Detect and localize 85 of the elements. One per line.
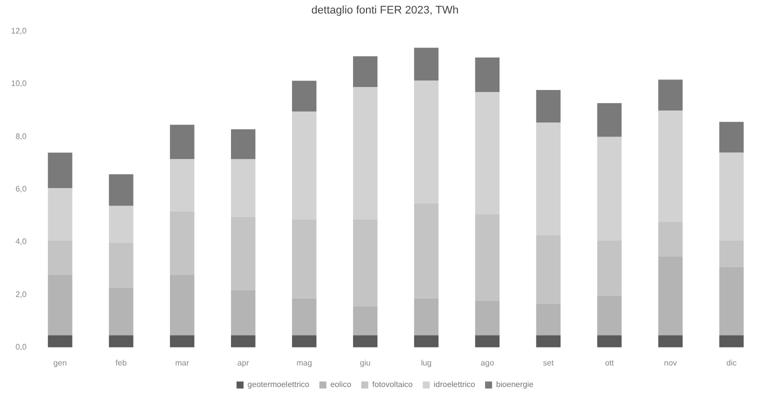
bar [353,219,378,306]
legend-label: geotermoelettrico [248,380,310,390]
bar [475,92,500,214]
x-tick-label: nov [664,358,677,368]
bar [597,296,622,336]
bar [414,48,439,80]
bar [170,274,194,336]
bar [536,122,561,236]
chart-title: dettaglio fonti FER 2023, TWh [311,4,459,17]
y-tick-label: 4,0 [15,237,28,246]
bar [597,103,622,137]
bar [170,211,194,275]
bar [658,110,683,222]
bar [353,56,378,88]
bar [475,58,500,92]
bar [536,304,561,336]
bar [353,87,378,220]
x-tick-label: ago [480,358,495,368]
bar [536,235,561,304]
bar [414,204,439,298]
bar [414,80,439,204]
bar [108,335,134,348]
bar [170,159,194,212]
bar [292,298,316,336]
bar [475,335,500,348]
x-tick-label: set [543,358,554,368]
bar [292,335,316,348]
bar [658,256,683,336]
bar [230,159,256,217]
bar [719,266,744,336]
x-tick-label: ott [604,358,615,368]
bar [170,335,194,348]
bar [414,298,439,336]
bar [536,335,561,348]
bar [292,219,316,298]
bar [108,288,134,336]
y-tick-label: 8,0 [15,132,28,141]
bar [230,335,256,348]
bar [597,136,622,240]
bar [719,335,744,348]
x-tick-label: lug [420,358,432,368]
bar [597,240,622,296]
x-tick-label: giu [360,358,371,368]
bar [170,124,194,159]
bar [536,90,561,123]
bar [475,214,500,302]
bar [658,335,683,348]
x-tick-label: feb [116,358,128,368]
legend-label: idroelettrico [434,380,476,390]
legend-label: eolico [330,380,352,390]
legend-label: bioenergie [496,380,534,390]
bar [48,240,72,275]
bar [414,335,439,348]
bar [48,335,72,348]
bar [48,188,72,240]
bar [108,174,134,206]
x-tick-label: mag [296,358,312,368]
bar [353,335,378,348]
bar [719,122,744,153]
bar [658,222,683,256]
x-tick-label: gen [53,358,67,368]
bar [48,152,72,188]
bar [230,216,256,290]
y-tick-label: 0,0 [15,342,28,352]
bar [475,301,500,336]
bar [292,80,316,112]
bar [108,243,134,288]
bar [292,112,316,220]
y-tick-label: 12,0 [10,26,28,36]
x-tick-label: mar [175,358,190,368]
legend-label: fotovoltaico [372,380,414,390]
bar [230,129,256,160]
bar [658,80,683,111]
y-tick-label: 2,0 [15,290,28,299]
y-tick-label: 6,0 [15,184,28,194]
y-tick-label: 10,0 [10,79,28,88]
bar [719,240,744,267]
bar [597,335,622,348]
x-tick-label: apr [237,358,250,368]
x-tick-label: dic [726,358,737,368]
bar [48,274,72,336]
bar [230,290,256,336]
bar [719,152,744,240]
bar [353,306,378,336]
bar [108,206,134,244]
